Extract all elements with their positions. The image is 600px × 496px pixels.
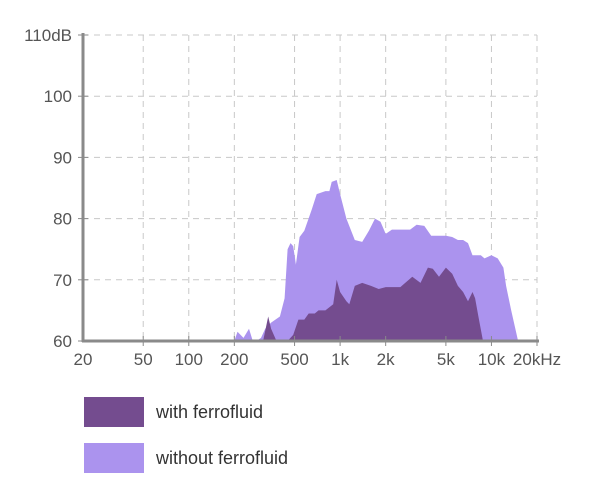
x-tick-label: 5k	[437, 350, 455, 369]
x-tick-label: 500	[280, 350, 308, 369]
legend-label: without ferrofluid	[156, 447, 289, 468]
legend-item-with-ferrofluid: with ferrofluid	[84, 396, 288, 428]
y-tick-label: 70	[53, 271, 72, 290]
y-tick-label: 110dB	[24, 26, 72, 45]
x-tick-label: 200	[220, 350, 248, 369]
x-tick-label: 50	[134, 350, 153, 369]
legend-swatch-without-ferrofluid	[84, 443, 144, 473]
legend: with ferrofluid without ferrofluid	[84, 396, 288, 488]
series-areas	[234, 180, 519, 341]
legend-label: with ferrofluid	[156, 401, 264, 422]
x-tick-label: 20kHz	[513, 350, 561, 369]
y-tick-label: 60	[53, 332, 72, 351]
x-tick-label: 1k	[331, 350, 349, 369]
legend-swatch-with-ferrofluid	[84, 397, 144, 427]
x-tick-label: 100	[175, 350, 203, 369]
legend-item-without-ferrofluid: without ferrofluid	[84, 442, 288, 474]
y-tick-label: 100	[44, 87, 72, 106]
frequency-response-chart: 60 70 80 90 100 110dB 20 50 100 200 500 1k 2k 5k 10k 20…	[24, 26, 561, 369]
x-tick-label: 10k	[478, 350, 506, 369]
y-tick-label: 80	[53, 210, 72, 229]
x-tick-label: 20	[74, 350, 93, 369]
tick-labels: 60 70 80 90 100 110dB 20 50 100 200 500 1k 2k 5k 10k 20…	[24, 26, 561, 369]
x-tick-label: 2k	[377, 350, 395, 369]
y-tick-label: 90	[53, 148, 72, 167]
axes	[78, 33, 539, 346]
series-area-with-ferrofluid	[263, 267, 483, 341]
